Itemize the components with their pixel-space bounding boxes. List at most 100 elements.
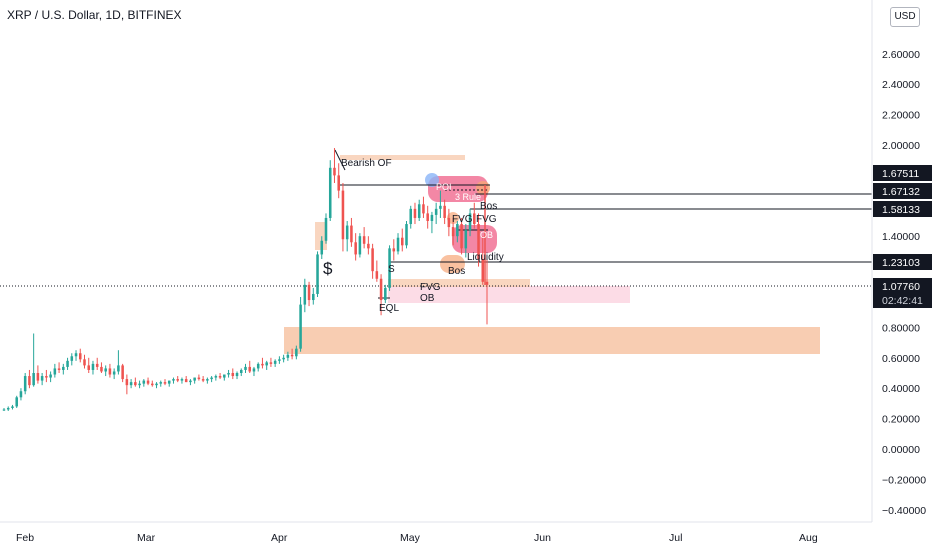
time-axis[interactable]: Feb Mar Apr May Jun Jul Aug	[16, 532, 818, 544]
y-tick-label: 0.80000	[882, 322, 920, 334]
candle-body	[273, 360, 277, 364]
candle-body	[337, 175, 340, 191]
candle-body	[282, 357, 285, 360]
candle-body	[426, 213, 429, 221]
annotation-label: 3 Rule	[455, 192, 481, 202]
candle-body	[269, 362, 273, 364]
price-tag	[873, 183, 932, 199]
candle-body	[405, 224, 408, 246]
candle-body	[299, 304, 302, 349]
candle-body	[57, 368, 61, 370]
candle-body	[278, 359, 281, 361]
candle-body	[159, 382, 163, 384]
candle-body	[375, 271, 379, 279]
price-tag-value: 1.67132	[882, 186, 920, 198]
candle-body	[176, 379, 179, 381]
candle-body	[413, 208, 417, 218]
annotation-label: $	[323, 259, 333, 278]
poi-zone	[428, 176, 488, 202]
candle-body	[388, 248, 391, 288]
candle-body	[184, 379, 188, 383]
candle-body	[371, 248, 374, 272]
candle-body	[193, 377, 196, 381]
candle-body	[74, 353, 78, 357]
currency-button[interactable]: USD	[890, 7, 920, 27]
candle-body	[460, 224, 463, 249]
price-tag-value: 1.67511	[882, 168, 919, 180]
x-tick-label: Mar	[137, 532, 156, 544]
annotation-label: Liquidity	[467, 252, 504, 263]
candle-body	[134, 382, 137, 386]
candle-body	[146, 380, 150, 384]
candle-body	[95, 363, 99, 367]
candlestick-series	[2, 148, 489, 411]
candle-body	[477, 224, 480, 259]
candle-body	[36, 373, 40, 381]
candle-body	[142, 380, 146, 384]
y-tick-label: 1.40000	[882, 231, 920, 243]
x-tick-label: Jul	[669, 532, 682, 544]
candle-body	[172, 379, 175, 381]
y-tick-label: 0.60000	[882, 353, 920, 365]
annotation-label: Bos	[480, 201, 497, 212]
candle-body	[19, 391, 23, 398]
plot-area[interactable]	[0, 0, 872, 522]
candle-body	[239, 369, 243, 373]
candle-body	[223, 374, 226, 378]
candle-body	[384, 287, 387, 301]
price-tag	[873, 165, 932, 181]
candle-body	[379, 278, 383, 301]
candle-body	[117, 365, 120, 372]
candle-body	[409, 208, 413, 225]
candle-body	[180, 379, 184, 381]
candle-body	[104, 368, 107, 372]
candle-body	[295, 348, 298, 357]
candle-body	[367, 243, 370, 249]
x-tick-label: Aug	[799, 532, 818, 544]
annotation-label: OB	[420, 293, 435, 304]
price-tag-value: 1.23103	[882, 257, 920, 269]
candle-body	[235, 373, 239, 377]
candle-body	[100, 366, 103, 372]
candle-body	[108, 368, 112, 375]
candle-body	[138, 383, 141, 386]
candle-body	[434, 208, 438, 215]
candle-body	[392, 248, 396, 252]
candle-body	[443, 205, 446, 218]
poi-marker	[425, 173, 439, 187]
candle-body	[155, 383, 158, 386]
candle-body	[214, 376, 218, 378]
bos-highlight-zone	[440, 255, 465, 273]
price-tag	[873, 254, 932, 270]
candle-body	[265, 362, 268, 366]
candle-body	[121, 365, 124, 380]
candle-body	[78, 353, 82, 360]
candle-body	[112, 371, 116, 375]
candle-body	[328, 167, 332, 218]
candle-body	[447, 217, 451, 228]
candle-body	[430, 214, 434, 221]
candle-body	[201, 379, 205, 381]
annotation-label: Bos	[448, 266, 465, 277]
annotation-label: OB	[480, 230, 493, 240]
annotation-label: FVG	[420, 282, 441, 293]
x-tick-label: May	[400, 532, 421, 544]
candle-body	[350, 225, 353, 243]
candle-body	[218, 376, 222, 378]
candle-body	[333, 167, 336, 176]
annotation-lines	[0, 149, 872, 299]
candle-body	[252, 368, 256, 372]
candle-body	[28, 376, 31, 386]
candle-body	[151, 383, 154, 386]
candle-body	[66, 360, 69, 367]
y-tick-label: 0.20000	[882, 414, 920, 426]
candle-body	[248, 366, 252, 372]
candle-body	[23, 376, 27, 392]
candle-body	[189, 380, 192, 383]
candle-body	[231, 373, 235, 377]
x-tick-label: Apr	[271, 532, 288, 544]
candle-body	[87, 365, 91, 370]
candle-body	[307, 284, 311, 301]
price-axis[interactable]: 2.60000 2.40000 2.20000 2.00000 1.40000 0.800…	[882, 49, 926, 517]
